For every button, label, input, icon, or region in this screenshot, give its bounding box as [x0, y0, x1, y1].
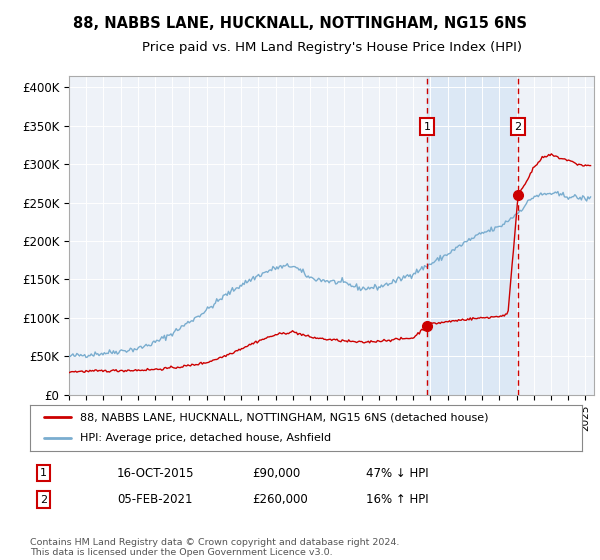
Text: 16-OCT-2015: 16-OCT-2015 — [117, 466, 194, 480]
Text: 88, NABBS LANE, HUCKNALL, NOTTINGHAM, NG15 6NS (detached house): 88, NABBS LANE, HUCKNALL, NOTTINGHAM, NG… — [80, 412, 488, 422]
Text: 1: 1 — [40, 468, 47, 478]
Text: 1: 1 — [424, 122, 430, 132]
Bar — [427, 76, 518, 395]
Text: £90,000: £90,000 — [252, 466, 300, 480]
Text: HPI: Average price, detached house, Ashfield: HPI: Average price, detached house, Ashf… — [80, 433, 331, 444]
Title: Price paid vs. HM Land Registry's House Price Index (HPI): Price paid vs. HM Land Registry's House … — [142, 41, 521, 54]
Text: £260,000: £260,000 — [252, 493, 308, 506]
Text: 88, NABBS LANE, HUCKNALL, NOTTINGHAM, NG15 6NS: 88, NABBS LANE, HUCKNALL, NOTTINGHAM, NG… — [73, 16, 527, 31]
Text: Contains HM Land Registry data © Crown copyright and database right 2024.
This d: Contains HM Land Registry data © Crown c… — [30, 538, 400, 557]
Text: 2: 2 — [515, 122, 521, 132]
Text: 16% ↑ HPI: 16% ↑ HPI — [366, 493, 428, 506]
Text: 05-FEB-2021: 05-FEB-2021 — [117, 493, 193, 506]
Text: 2: 2 — [40, 494, 47, 505]
Text: 47% ↓ HPI: 47% ↓ HPI — [366, 466, 428, 480]
